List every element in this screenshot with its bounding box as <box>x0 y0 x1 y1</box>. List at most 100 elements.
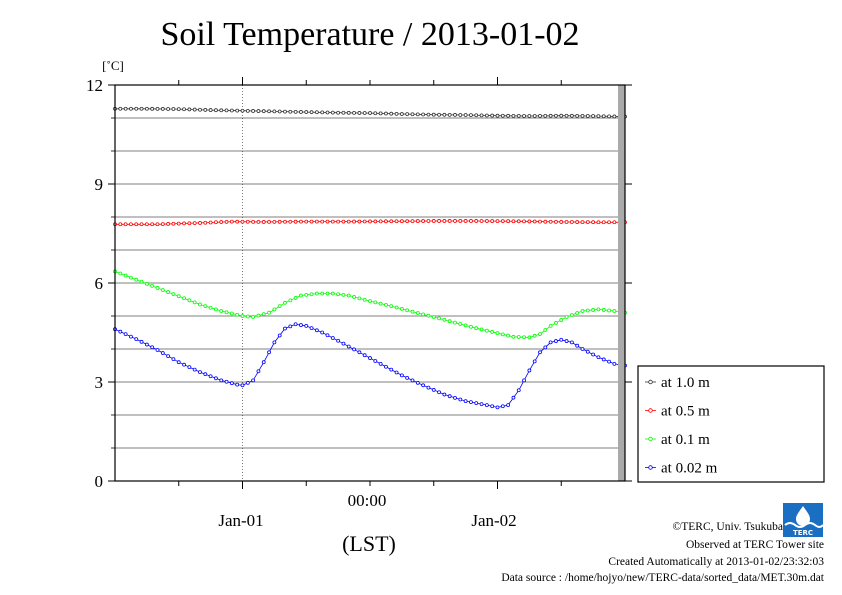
series-point <box>543 113 548 118</box>
series-point <box>431 112 436 117</box>
series-point <box>591 308 596 312</box>
series-point <box>341 219 346 224</box>
series-point <box>378 111 383 116</box>
x-axis-day-label-jan02: Jan-02 <box>471 511 516 530</box>
series-at-0_02-m <box>113 322 627 410</box>
series-point <box>314 110 319 115</box>
series-point <box>596 307 601 312</box>
series-point <box>256 219 261 224</box>
series-point <box>399 219 404 224</box>
series-point <box>437 316 441 321</box>
series-point <box>559 337 564 342</box>
series-point <box>166 107 171 111</box>
series-point <box>208 108 213 112</box>
series-point <box>118 271 123 276</box>
series-point <box>421 312 426 317</box>
legend-swatch-marker <box>648 379 653 385</box>
series-point <box>469 113 473 118</box>
series-point <box>580 220 585 225</box>
series-point <box>596 220 601 225</box>
x-axis-time-label: 00:00 <box>348 491 387 510</box>
series-point <box>511 395 516 400</box>
series-point <box>442 317 447 322</box>
series-point <box>463 323 468 328</box>
series-point <box>240 108 245 113</box>
series-point <box>267 109 271 114</box>
series-point <box>426 219 431 223</box>
series-point <box>139 222 144 227</box>
series-point <box>192 221 197 226</box>
series-point <box>171 221 176 226</box>
svg-text:[˚C]: [˚C] <box>102 58 124 73</box>
series-point <box>447 394 452 399</box>
series-point <box>399 112 404 116</box>
series-point <box>144 281 149 286</box>
series-point <box>479 113 484 118</box>
series-point <box>283 300 287 305</box>
series-point <box>219 378 224 383</box>
series-point <box>601 220 606 225</box>
series-point <box>267 350 271 355</box>
series-point <box>469 400 473 405</box>
series-point <box>575 220 580 224</box>
series-point <box>458 397 463 402</box>
series-point <box>224 108 229 113</box>
series-point <box>511 219 516 224</box>
series-point <box>421 383 426 388</box>
credit-data-source: Data source : /home/hojyo/new/TERC-data/… <box>501 572 824 584</box>
credit-created: Created Automatically at 2013-01-02/23:3… <box>608 556 824 568</box>
series-point <box>559 220 564 224</box>
series-point <box>601 357 606 362</box>
series-point <box>219 108 224 113</box>
x-axis-ticks <box>178 77 562 489</box>
series-point <box>490 330 495 334</box>
series-point <box>187 298 192 303</box>
series-point <box>384 364 388 369</box>
series-point <box>415 219 420 223</box>
series-point <box>336 292 341 297</box>
series-point <box>229 108 234 113</box>
series-point <box>506 113 511 118</box>
series-point <box>219 309 224 313</box>
series-point <box>543 328 548 332</box>
series-point <box>123 273 128 278</box>
series-point <box>229 381 234 386</box>
series-point <box>607 359 611 364</box>
series-point <box>198 370 202 375</box>
series-point <box>569 113 574 118</box>
series-point <box>304 219 309 224</box>
series-point <box>548 219 553 224</box>
series-point <box>458 113 463 117</box>
series-point <box>155 348 160 352</box>
series-point <box>176 221 181 226</box>
series-point <box>129 334 133 339</box>
series-point <box>538 219 542 224</box>
series-point <box>352 347 356 352</box>
series-point <box>166 290 171 294</box>
series-point <box>548 340 553 345</box>
x-axis-title: (LST) <box>342 531 396 556</box>
series-point <box>522 114 526 118</box>
series-point <box>484 403 489 408</box>
series-point <box>394 111 399 116</box>
series-point <box>591 220 596 225</box>
series-point <box>384 302 388 307</box>
series-point <box>357 111 362 115</box>
series-point <box>346 219 351 224</box>
series-point <box>447 112 452 117</box>
series-point <box>293 109 298 114</box>
series-point <box>283 326 287 331</box>
series-point <box>214 307 218 312</box>
series-point <box>399 307 404 311</box>
series-point <box>129 222 133 227</box>
series-point <box>261 220 266 224</box>
series-point <box>341 341 346 346</box>
legend-label: at 0.02 m <box>661 461 718 477</box>
series-point <box>532 219 537 224</box>
series-point <box>346 110 351 115</box>
series-point <box>532 114 537 118</box>
series-point <box>261 360 266 365</box>
series-point <box>394 219 399 224</box>
series-point <box>256 313 261 318</box>
series-point <box>272 340 277 345</box>
